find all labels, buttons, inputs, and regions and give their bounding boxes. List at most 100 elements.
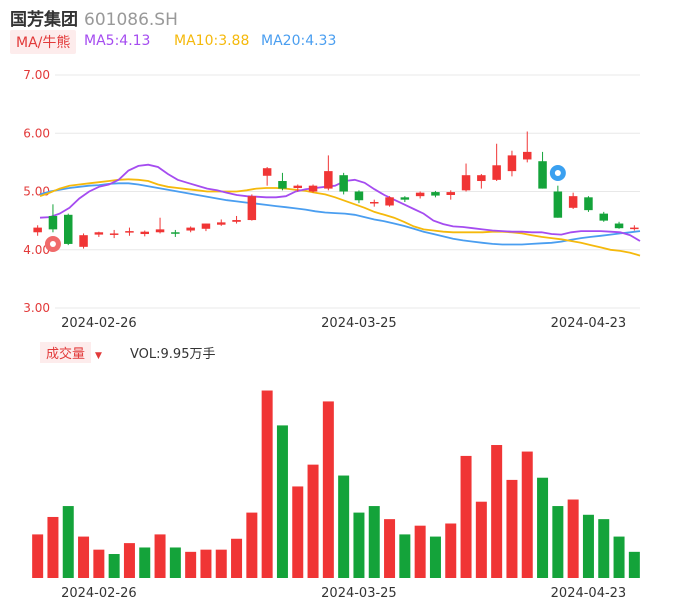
volume-bar (93, 549, 105, 578)
volume-bar (491, 445, 503, 578)
date-tick-label: 2024-02-26 (61, 586, 137, 601)
price-tick-label: 5.00 (23, 185, 50, 199)
stock-code: 601086.SH (84, 10, 178, 30)
stock-title: 国芳集团 601086.SH (10, 5, 178, 30)
volume-legend: 成交量 ▼ VOL:9.95万手 (40, 342, 215, 363)
volume-bar (154, 534, 166, 578)
date-tick-label: 2024-04-23 (551, 316, 627, 331)
candle-body (48, 215, 58, 230)
candle-body (400, 197, 410, 200)
candle-body (415, 192, 425, 197)
volume-bar (506, 479, 518, 578)
candle-body (385, 197, 394, 206)
candle-body (33, 227, 42, 233)
volume-bar (338, 475, 350, 578)
ma20-label: MA20:4.33 (261, 33, 337, 49)
volume-bar (231, 538, 243, 578)
candle-body (599, 213, 608, 221)
volume-bar (384, 519, 396, 578)
candle-body (262, 168, 272, 176)
volume-bar (108, 554, 120, 578)
buy-signal-icon-center (49, 241, 56, 247)
candle-body (477, 175, 486, 182)
ma20-line (39, 182, 641, 246)
candle-body (492, 165, 501, 180)
candle-body (201, 223, 211, 229)
volume-bar (185, 551, 197, 578)
volume-bar (307, 464, 319, 578)
volume-bar (628, 551, 640, 578)
candle-body (278, 181, 287, 189)
ma-legend: MA/牛熊 MA5:4.13 MA10:3.88 MA20:4.33 (10, 30, 336, 54)
volume-bar (399, 534, 411, 578)
price-tick-label: 4.00 (23, 243, 50, 257)
volume-bar (78, 536, 90, 578)
date-tick-label: 2024-02-26 (61, 316, 137, 331)
volume-bar (169, 547, 181, 578)
ma-mode-selector[interactable]: MA/牛熊 (10, 30, 77, 54)
volume-bar (582, 514, 594, 578)
volume-tag: 成交量 (40, 342, 92, 363)
volume-bar (261, 390, 273, 578)
candle-body (553, 191, 563, 218)
candle-body (79, 235, 88, 247)
ma10-line (39, 178, 641, 257)
sell-signal-icon-center (554, 170, 561, 176)
volume-bar (200, 549, 212, 578)
volume-bar (598, 519, 610, 578)
date-tick-label: 2024-03-25 (321, 586, 397, 601)
volume-value: VOL:9.95万手 (130, 347, 216, 362)
volume-bar (123, 543, 135, 578)
dropdown-triangle-icon[interactable]: ▼ (95, 351, 102, 361)
candle-body (507, 155, 517, 172)
volume-bar (32, 534, 44, 578)
ma5-label: MA5:4.13 (84, 33, 151, 49)
price-tick-label: 6.00 (23, 126, 50, 140)
price-tick-label: 7.00 (23, 68, 50, 82)
candle-body (94, 232, 104, 235)
price-tick-label: 3.00 (23, 301, 50, 315)
volume-bar (475, 501, 487, 578)
ma10-label: MA10:3.88 (174, 33, 250, 49)
candle-body (354, 191, 364, 201)
candle-body (630, 227, 639, 230)
volume-bar (567, 499, 579, 578)
volume-bar (292, 486, 304, 578)
volume-bar (613, 536, 625, 578)
candle-body (538, 161, 547, 189)
date-tick-label: 2024-03-25 (321, 316, 397, 331)
candle-body (584, 197, 593, 211)
volume-bar (429, 536, 441, 578)
candle-body (614, 223, 624, 229)
volume-bar (537, 477, 549, 578)
volume-bar (246, 512, 258, 578)
volume-bar (460, 455, 472, 578)
candle-body (109, 233, 119, 235)
candle-body (370, 201, 379, 204)
candle-body (155, 229, 165, 233)
volume-bar (139, 547, 151, 578)
candle-body (446, 192, 455, 195)
candle-body (64, 214, 73, 244)
volume-bar (445, 523, 457, 578)
candle-body (186, 227, 195, 231)
date-tick-label: 2024-04-23 (551, 586, 627, 601)
volume-bar (552, 506, 564, 578)
volume-bar (414, 525, 426, 578)
volume-bar (353, 512, 365, 578)
candle-body (125, 231, 134, 233)
candle-body (217, 222, 226, 225)
candle-body (232, 220, 241, 222)
candle-body (171, 232, 180, 234)
candle-body (461, 175, 471, 191)
volume-bar (47, 516, 59, 578)
candle-body (324, 171, 333, 189)
candle-body (308, 185, 318, 192)
candle-body (523, 151, 532, 160)
candle-body (247, 196, 257, 221)
candle-body (431, 192, 440, 196)
volume-bar (521, 451, 533, 578)
candle-body (568, 196, 578, 208)
volume-bar (62, 506, 74, 578)
